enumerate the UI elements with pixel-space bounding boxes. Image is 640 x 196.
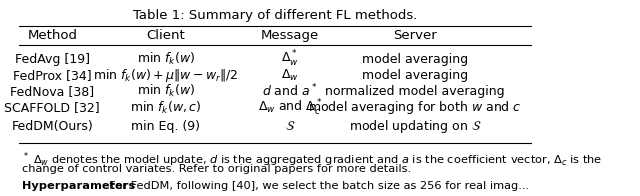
Text: Message: Message	[261, 29, 319, 42]
Text: FedDM(Ours): FedDM(Ours)	[12, 120, 93, 132]
Text: $\Delta_w$ and $\Delta_c^*$: $\Delta_w$ and $\Delta_c^*$	[258, 97, 322, 118]
Text: model averaging: model averaging	[362, 69, 468, 82]
Text: min Eq. (9): min Eq. (9)	[131, 120, 200, 132]
Text: Server: Server	[393, 29, 437, 42]
Text: normalized model averaging: normalized model averaging	[325, 85, 505, 98]
Text: FedAvg [19]: FedAvg [19]	[15, 53, 90, 66]
Text: Hyperparameters: Hyperparameters	[22, 181, 135, 191]
Text: SCAFFOLD [32]: SCAFFOLD [32]	[4, 101, 100, 114]
Text: min $f_k(w)+\mu\|w-w_r\|/2$: min $f_k(w)+\mu\|w-w_r\|/2$	[93, 67, 239, 84]
Text: Method: Method	[28, 29, 77, 42]
Text: model updating on $\mathcal{S}$: model updating on $\mathcal{S}$	[349, 118, 481, 134]
Text: model averaging for both $w$ and $c$: model averaging for both $w$ and $c$	[308, 99, 522, 116]
Text: model averaging: model averaging	[362, 53, 468, 66]
Text: change of control variates. Refer to original papers for more details.: change of control variates. Refer to ori…	[22, 164, 411, 174]
Text: min $f_k(w, c)$: min $f_k(w, c)$	[130, 99, 202, 115]
Text: $d$ and $a^*$: $d$ and $a^*$	[262, 83, 318, 100]
Text: min $f_k(w)$: min $f_k(w)$	[137, 83, 195, 100]
Text: FedProx [34]: FedProx [34]	[13, 69, 92, 82]
Text: Table 1: Summary of different FL methods.: Table 1: Summary of different FL methods…	[133, 9, 417, 22]
Text: $^*$ $\Delta_w$ denotes the model update, $d$ is the aggregated gradient and $a$: $^*$ $\Delta_w$ denotes the model update…	[22, 150, 602, 169]
Text: Client: Client	[147, 29, 185, 42]
Text: For FedDM, following [40], we select the batch size as 256 for real imag...: For FedDM, following [40], we select the…	[91, 181, 529, 191]
Text: FedNova [38]: FedNova [38]	[10, 85, 94, 98]
Text: $\Delta_w$: $\Delta_w$	[281, 68, 299, 83]
Text: min $f_k(w)$: min $f_k(w)$	[137, 51, 195, 67]
Text: $\Delta_w^*$: $\Delta_w^*$	[281, 49, 299, 69]
Text: $\mathcal{S}$: $\mathcal{S}$	[285, 120, 295, 132]
